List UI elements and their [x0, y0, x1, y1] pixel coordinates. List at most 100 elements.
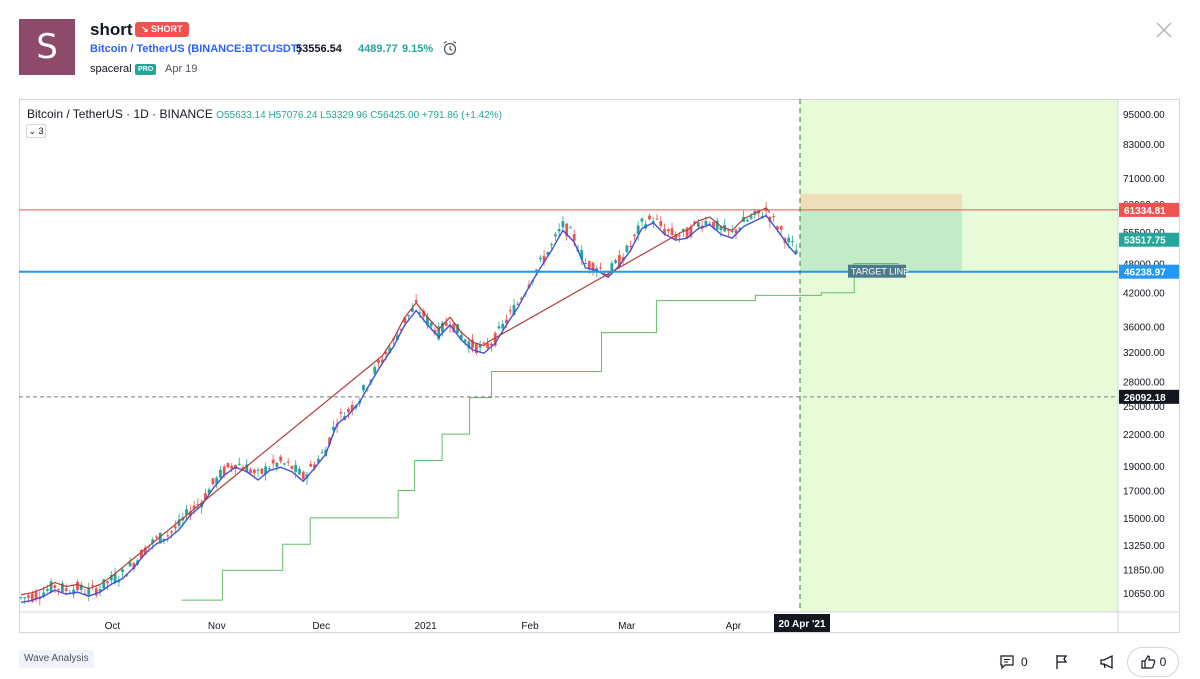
candle-body: [207, 489, 211, 494]
candle-body: [727, 229, 730, 231]
price-change: 4489.77: [358, 43, 398, 55]
candle-body: [493, 333, 497, 346]
candle-body: [505, 319, 508, 324]
candle-body: [696, 222, 700, 227]
candle-body: [569, 227, 572, 229]
date-marker-label: 20 Apr '21: [774, 614, 830, 632]
candle-body: [106, 581, 109, 584]
candle-body: [452, 323, 456, 332]
candle-body: [471, 339, 474, 349]
candle-body: [151, 539, 155, 544]
legend-ohlc: O55633.14 H57076.24 L53329.96 C56425.00 …: [216, 110, 502, 121]
candle-body: [121, 569, 125, 573]
candle-body: [640, 218, 644, 222]
candle-body: [606, 274, 610, 276]
megaphone-icon[interactable]: [1099, 654, 1117, 670]
candle-body: [730, 230, 734, 232]
candle-body: [347, 408, 350, 413]
idea-header: S short ↘ SHORT Bitcoin / TetherUS (BINA…: [0, 0, 1200, 96]
time-tick-label: 2021: [415, 621, 438, 632]
entry-price-label-bg: [1119, 202, 1179, 217]
candle-body: [113, 574, 117, 583]
price-tick-label: 10650.00: [1123, 589, 1165, 600]
candle-body: [629, 245, 633, 248]
candle-body: [776, 226, 779, 230]
candle-body: [237, 463, 241, 465]
comment-icon: [1000, 655, 1014, 670]
candle-body: [441, 322, 444, 332]
candle-body: [659, 221, 663, 226]
price-chart[interactable]: 95000.0083000.0071000.0063000.0055500.00…: [19, 99, 1180, 633]
candle-body: [546, 251, 550, 256]
candle-body: [712, 221, 715, 229]
chart-frame[interactable]: [19, 99, 1180, 633]
candle-body: [749, 216, 753, 219]
candle-body: [666, 229, 670, 232]
candle-body: [501, 323, 505, 329]
candle-body: [83, 593, 87, 595]
short-badge: ↘ SHORT: [135, 22, 189, 37]
symbol-link[interactable]: Bitcoin / TetherUS (BINANCE:BTCUSDT): [90, 43, 302, 55]
candle-body: [91, 584, 94, 586]
price-tick-label: 13250.00: [1123, 541, 1165, 552]
candle-body: [414, 300, 418, 303]
candle-body: [185, 509, 188, 515]
candle-body: [715, 220, 719, 230]
price-tick-label: 25000.00: [1123, 402, 1165, 413]
candle-body: [339, 412, 343, 414]
date-marker-bg: [774, 614, 830, 632]
candle-body: [459, 334, 463, 340]
tag-wave-analysis[interactable]: Wave Analysis: [19, 650, 94, 668]
candle-body: [418, 312, 422, 314]
candle-body: [516, 303, 520, 305]
publish-date: Apr 19: [165, 63, 198, 75]
candle-body: [132, 563, 136, 570]
candle-body: [362, 384, 365, 391]
candle-body: [177, 519, 181, 526]
chart-legend: Bitcoin / TetherUS · 1D · BINANCE O55633…: [27, 107, 502, 121]
author-avatar[interactable]: S: [19, 19, 75, 75]
current-price-label-text: 53517.75: [1124, 236, 1166, 247]
candle-body: [53, 585, 57, 588]
short-position-box[interactable]: [800, 193, 962, 272]
candle-body: [456, 324, 459, 334]
candle-body: [407, 314, 411, 317]
price-tick-label: 71000.00: [1123, 174, 1165, 185]
price-tick-label: 83000.00: [1123, 140, 1165, 151]
time-axis-ticks: Oct Nov Dec 2021 Feb Mar Apr: [105, 621, 742, 632]
time-tick-label: Oct: [105, 621, 121, 632]
comments-button[interactable]: 0: [999, 652, 1028, 672]
author-name[interactable]: spaceral: [90, 63, 132, 75]
candle-body: [794, 250, 798, 254]
candle-body: [584, 263, 587, 265]
support-price-label-text: 26092.18: [1124, 393, 1166, 404]
candle-body: [591, 262, 595, 272]
candle-body: [256, 469, 260, 471]
target-price-label-text: 46238.97: [1124, 268, 1166, 279]
candle-body: [143, 547, 147, 555]
alarm-clock-icon[interactable]: [442, 40, 458, 56]
candle-body: [252, 469, 256, 473]
candle-body: [42, 592, 45, 597]
price-tick-label: 11850.00: [1123, 565, 1164, 576]
indicator-toggle-button[interactable]: ⌄ 3: [26, 124, 46, 138]
price-tick-label: 95000.00: [1123, 110, 1165, 121]
candle-body: [478, 344, 482, 348]
candle-body: [685, 227, 689, 239]
candle-body: [587, 261, 591, 269]
like-button[interactable]: 0: [1127, 647, 1179, 677]
candle-body: [294, 464, 298, 473]
candle-body: [316, 458, 320, 463]
candle-body: [561, 221, 565, 228]
close-icon[interactable]: [1154, 20, 1174, 40]
candle-body: [27, 595, 30, 598]
candle-body: [313, 464, 316, 469]
flag-icon[interactable]: [1054, 654, 1070, 670]
candle-body: [373, 367, 377, 374]
candle-body: [437, 326, 441, 340]
time-tick-label: Apr: [726, 621, 742, 632]
candle-body: [621, 257, 625, 262]
candle-body: [19, 597, 23, 599]
candle-body: [219, 469, 222, 478]
candle-body: [230, 465, 234, 469]
